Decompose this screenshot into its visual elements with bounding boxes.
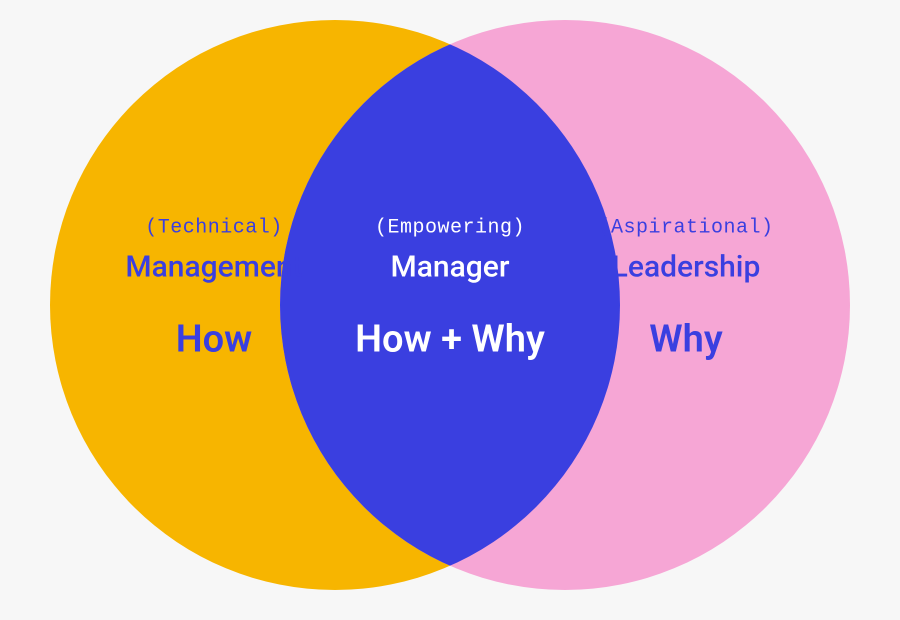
venn-diagram: (Technical) Management How (Empowering) …	[0, 0, 900, 620]
venn-svg	[0, 0, 900, 620]
